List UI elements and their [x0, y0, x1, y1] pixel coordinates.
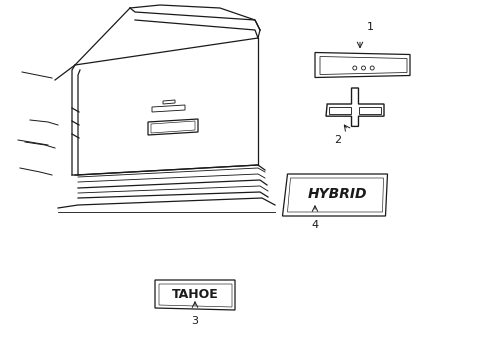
Text: HYBRID: HYBRID	[306, 187, 366, 201]
Text: 2: 2	[334, 135, 341, 145]
Text: TAHOE: TAHOE	[171, 288, 218, 301]
Text: 3: 3	[191, 316, 198, 326]
Text: 1: 1	[366, 22, 373, 32]
Text: 4: 4	[311, 220, 318, 230]
